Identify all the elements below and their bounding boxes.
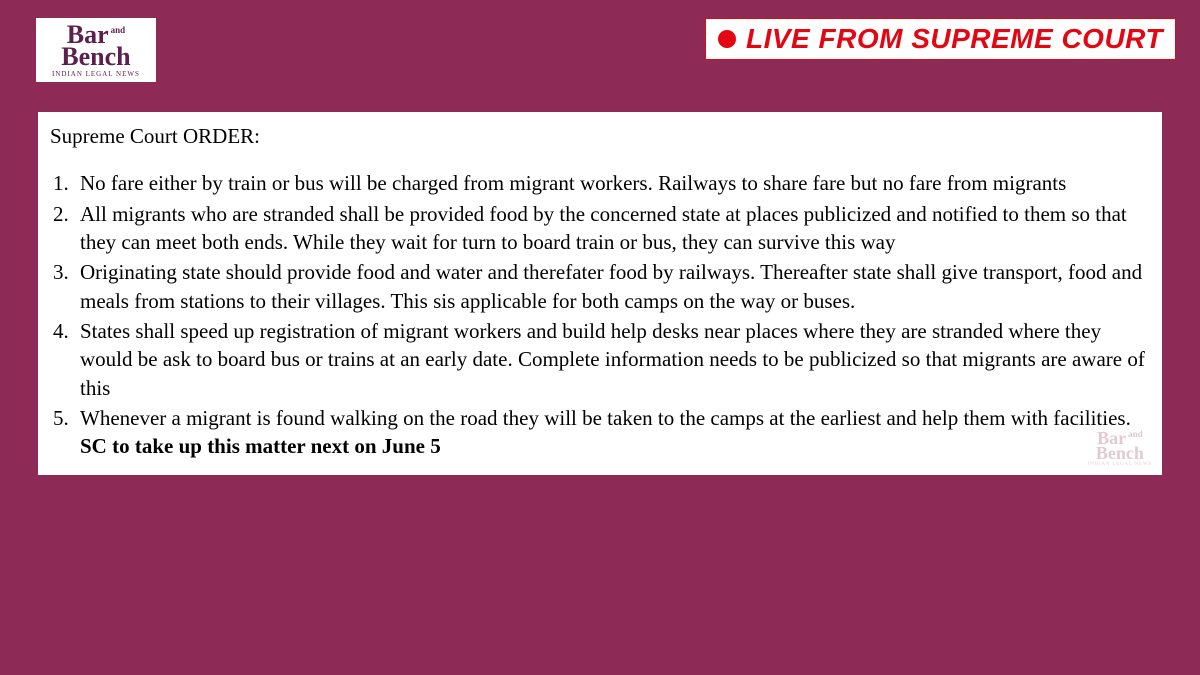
live-banner: LIVE FROM SUPREME COURT — [705, 18, 1176, 60]
order-list: No fare either by train or bus will be c… — [50, 169, 1152, 432]
order-item: Originating state should provide food an… — [74, 258, 1152, 315]
order-content-box: Supreme Court ORDER: No fare either by t… — [38, 112, 1162, 475]
order-item: States shall speed up registration of mi… — [74, 317, 1152, 402]
watermark-tagline-text: INDIAN LEGAL NEWS — [1088, 462, 1152, 467]
order-item: Whenever a migrant is found walking on t… — [74, 404, 1152, 432]
live-banner-text: LIVE FROM SUPREME COURT — [746, 23, 1163, 55]
logo-tagline-text: INDIAN LEGAL NEWS — [52, 70, 140, 78]
logo-and-text: and — [111, 25, 126, 35]
order-item: No fare either by train or bus will be c… — [74, 169, 1152, 197]
next-hearing-text: SC to take up this matter next on June 5 — [80, 434, 1152, 459]
logo-bench-text: Bench — [52, 46, 140, 68]
live-dot-icon — [718, 30, 736, 48]
header: Barand Bench INDIAN LEGAL NEWS LIVE FROM… — [0, 0, 1200, 82]
order-title: Supreme Court ORDER: — [50, 124, 1152, 149]
watermark-bench-text: Bench — [1088, 446, 1152, 461]
watermark-logo: Barand Bench INDIAN LEGAL NEWS — [1088, 431, 1152, 468]
watermark-and-text: and — [1128, 429, 1143, 439]
order-item: All migrants who are stranded shall be p… — [74, 200, 1152, 257]
bar-bench-logo: Barand Bench INDIAN LEGAL NEWS — [36, 18, 156, 82]
